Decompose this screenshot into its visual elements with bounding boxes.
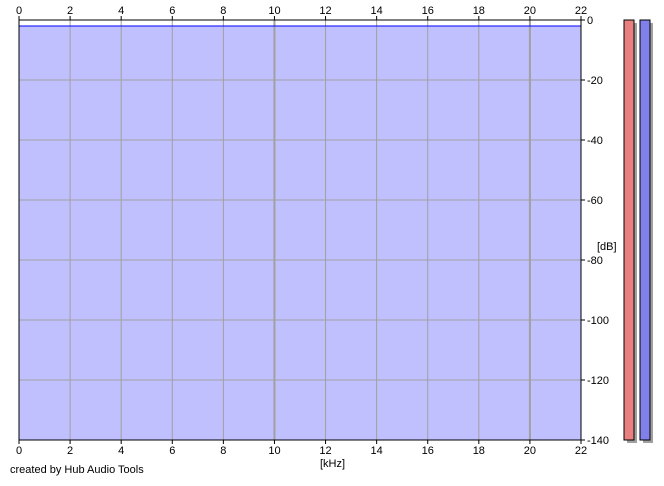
x-axis-label: [kHz] <box>320 458 345 470</box>
y-tick-label: -60 <box>587 195 603 207</box>
x-tick-label-bottom: 16 <box>422 445 434 457</box>
x-tick-label-bottom: 12 <box>319 445 331 457</box>
y-tick-label: -100 <box>587 315 609 327</box>
plot-frame <box>18 19 582 441</box>
y-tick-label: -40 <box>587 135 603 147</box>
x-tick-label-bottom: 2 <box>67 445 73 457</box>
x-tick-label-top: 20 <box>524 5 536 17</box>
x-tick-label-top: 22 <box>575 5 587 17</box>
y-tick-label: -120 <box>587 375 609 387</box>
credit-text: created by Hub Audio Tools <box>10 464 144 476</box>
level-meters <box>623 19 653 443</box>
y-tick-label: -80 <box>587 255 603 267</box>
x-tick-label-top: 2 <box>67 5 73 17</box>
x-tick-label-bottom: 22 <box>575 445 587 457</box>
axes <box>18 16 585 444</box>
x-tick-label-bottom: 14 <box>371 445 383 457</box>
x-tick-label-bottom: 6 <box>169 445 175 457</box>
y-tick-label: 0 <box>587 15 593 27</box>
x-tick-label-bottom: 0 <box>16 445 22 457</box>
x-tick-label-top: 12 <box>319 5 331 17</box>
x-tick-label-bottom: 8 <box>220 445 226 457</box>
x-tick-label-top: 8 <box>220 5 226 17</box>
spectrum-fill <box>19 26 581 440</box>
x-tick-label-top: 0 <box>16 5 22 17</box>
x-tick-label-top: 4 <box>118 5 124 17</box>
tick-labels: 002244668810101212141416161818202022220-… <box>16 5 609 457</box>
x-tick-label-bottom: 4 <box>118 445 124 457</box>
y-tick-label: -20 <box>587 75 603 87</box>
x-tick-label-bottom: 18 <box>473 445 485 457</box>
meter-right-bar <box>639 19 651 441</box>
meter-left-bar <box>623 19 635 441</box>
x-tick-label-top: 14 <box>371 5 383 17</box>
spectrum-fill-area <box>19 26 581 440</box>
x-tick-label-bottom: 20 <box>524 445 536 457</box>
x-tick-label-top: 18 <box>473 5 485 17</box>
x-tick-label-top: 10 <box>268 5 280 17</box>
x-tick-label-top: 16 <box>422 5 434 17</box>
x-tick-label-bottom: 10 <box>268 445 280 457</box>
y-axis-label: [dB] <box>597 241 617 253</box>
y-tick-label: -140 <box>587 435 609 447</box>
x-tick-label-top: 6 <box>169 5 175 17</box>
